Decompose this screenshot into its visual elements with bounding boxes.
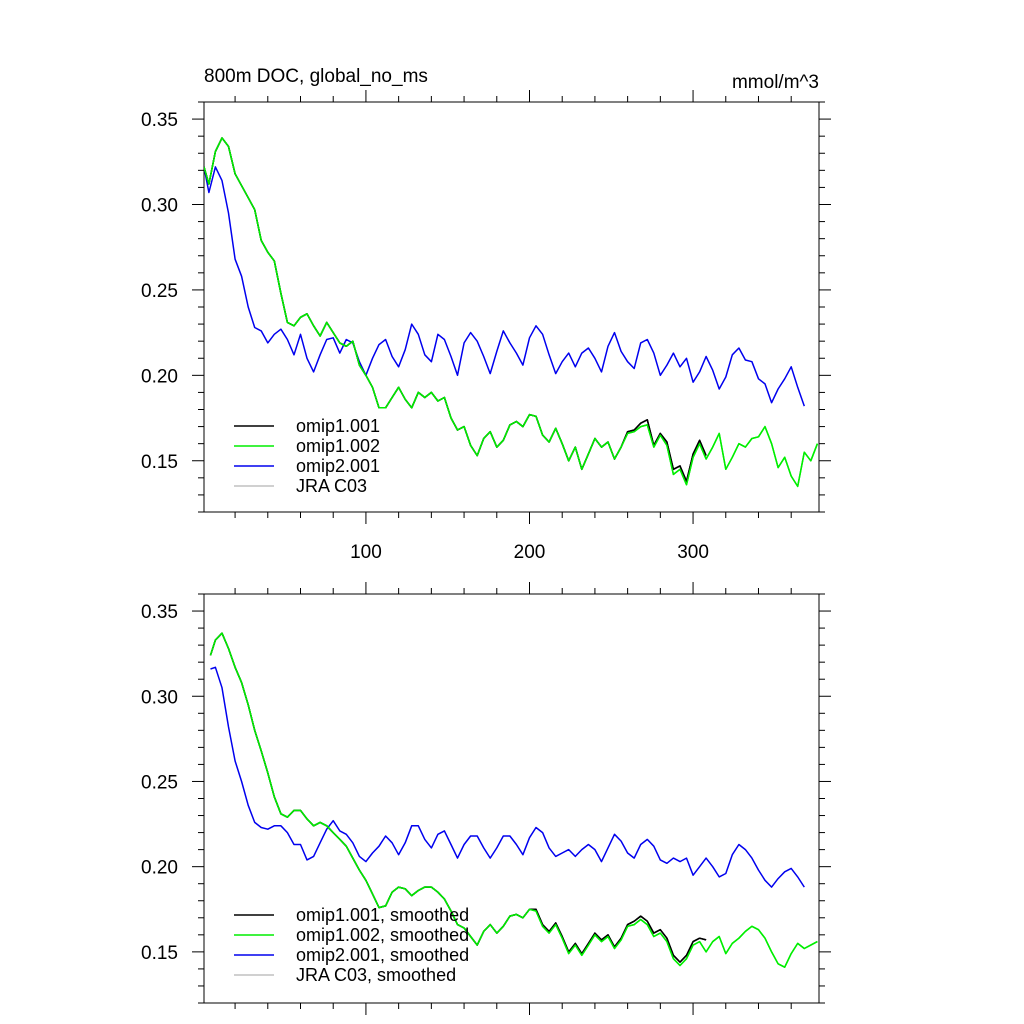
series-line-omip2-001-smoothed bbox=[210, 666, 805, 888]
chart-title: 800m DOC, global_no_ms bbox=[204, 66, 428, 87]
panel-top: 0.15 0.20 0.25 0.30 0.35 100 200 300 800m DOC, g… bbox=[141, 66, 831, 563]
x-tick-label: 300 bbox=[677, 542, 709, 563]
y-tick-label: 0.30 bbox=[141, 687, 178, 708]
y-tick-label: 0.20 bbox=[141, 366, 178, 387]
legend-label: omip2.001 bbox=[296, 456, 380, 476]
y-tick-label: 0.15 bbox=[141, 943, 178, 964]
x-tick-label: 100 bbox=[350, 542, 382, 563]
y-tick-label: 0.25 bbox=[141, 772, 178, 793]
legend-label: omip2.001, smoothed bbox=[296, 945, 469, 965]
legend-label: JRA C03, smoothed bbox=[296, 965, 456, 985]
x-tick-label: 200 bbox=[514, 542, 546, 563]
y-tick-label: 0.25 bbox=[141, 281, 178, 302]
y-tick-label: 0.20 bbox=[141, 858, 178, 879]
series-line-omip2-001 bbox=[204, 166, 806, 407]
series-line-overlay-omip1-002-smoothed bbox=[209, 632, 818, 968]
y-tick-label: 0.35 bbox=[141, 602, 178, 623]
y-tick-label: 0.30 bbox=[141, 196, 178, 217]
series-line-overlay-omip1-002 bbox=[204, 137, 819, 488]
units-label: mmol/m^3 bbox=[732, 72, 819, 93]
series-line-overlay-omip1-001 bbox=[204, 137, 707, 483]
legend-label: JRA C03 bbox=[296, 476, 367, 496]
y-tick-label: 0.35 bbox=[141, 110, 178, 131]
y-tick-label: 0.15 bbox=[141, 452, 178, 473]
series-line-omip1-001 bbox=[204, 137, 707, 483]
legend-label: omip1.001, smoothed bbox=[296, 905, 469, 925]
legend-label: omip1.001 bbox=[296, 416, 380, 436]
legend-label: omip1.002, smoothed bbox=[296, 925, 469, 945]
legend-label: omip1.002 bbox=[296, 436, 380, 456]
